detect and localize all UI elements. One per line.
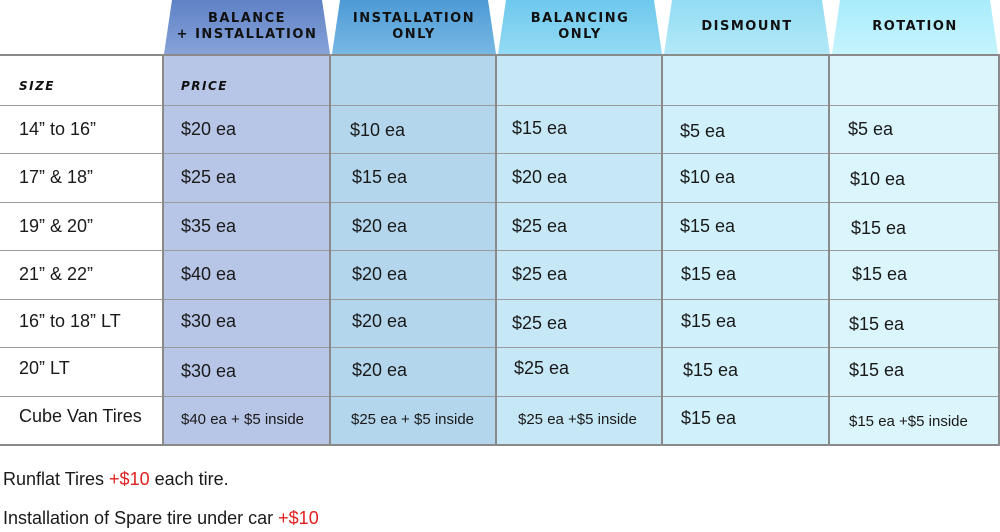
pricing-table: BALANCE + INSTALLATION INSTALLATION ONLY B…	[0, 0, 1000, 446]
price-cell: $25 ea +$5 inside	[518, 410, 637, 428]
column-divider	[329, 54, 331, 446]
row-divider	[0, 396, 1000, 397]
row-divider	[0, 250, 1000, 251]
size-cell: 20” LT	[19, 357, 70, 378]
price-cell: $15 ea +$5 inside	[849, 412, 968, 430]
size-cell: 14” to 16”	[19, 118, 97, 139]
price-cell: $25 ea	[512, 215, 568, 236]
column-divider	[661, 54, 663, 446]
column-divider	[998, 54, 1000, 446]
row-divider	[0, 153, 1000, 154]
price-cell: $5 ea	[848, 118, 894, 139]
price-cell: $25 ea	[514, 357, 570, 378]
column-divider	[495, 54, 497, 446]
spare-tire-note: Installation of Spare tire under car +$1…	[3, 508, 319, 529]
price-cell: $10 ea	[350, 119, 406, 140]
price-cell: $10 ea	[680, 166, 736, 187]
size-cell: 19” & 20”	[19, 215, 94, 236]
row-divider	[0, 202, 1000, 203]
size-cell: 16” to 18” LT	[19, 310, 121, 331]
price-cell: $15 ea	[851, 217, 907, 238]
price-cell: $15 ea	[352, 166, 408, 187]
row-divider	[0, 105, 1000, 106]
runflat-suffix: each tire.	[149, 469, 229, 489]
row-divider	[0, 54, 1000, 56]
price-cell: $25 ea + $5 inside	[351, 410, 475, 428]
size-cell: Cube Van Tires	[19, 405, 142, 426]
price-cell: $10 ea	[850, 168, 906, 189]
row-divider	[0, 299, 1000, 300]
header-dismount: DISMOUNT	[664, 0, 830, 54]
runflat-price: +$10	[109, 469, 150, 489]
price-cell: $40 ea	[181, 263, 237, 284]
price-cell: $35 ea	[181, 215, 237, 236]
header-installation-only: INSTALLATION ONLY	[332, 0, 496, 54]
spare-tire-text: Installation of Spare tire under car	[3, 508, 279, 528]
price-cell: $30 ea	[181, 310, 237, 331]
header-line-2: + INSTALLATION	[176, 27, 318, 42]
size-cell: 21” & 22”	[19, 263, 94, 284]
price-cell: $15 ea	[849, 359, 905, 380]
price-cell: $5 ea	[680, 120, 726, 141]
price-cell: $20 ea	[512, 166, 568, 187]
price-cell: $15 ea	[681, 310, 737, 331]
size-column-label: SIZE	[19, 79, 56, 93]
price-cell: $15 ea	[681, 263, 737, 284]
header-line-1: ROTATION	[872, 19, 958, 34]
price-cell: $20 ea	[181, 118, 237, 139]
price-cell: $20 ea	[352, 263, 408, 284]
header-line-2: ONLY	[392, 27, 436, 42]
price-cell: $15 ea	[683, 359, 739, 380]
header-line-1: DISMOUNT	[701, 19, 793, 34]
header-line-1: BALANCE	[207, 11, 287, 26]
row-divider	[0, 347, 1000, 348]
price-cell: $25 ea	[512, 312, 568, 333]
price-cell: $25 ea	[181, 166, 237, 187]
price-cell: $20 ea	[352, 359, 408, 380]
price-cell: $20 ea	[352, 215, 408, 236]
row-divider	[0, 444, 1000, 446]
price-cell: $30 ea	[181, 360, 237, 381]
header-balancing-only: BALANCING ONLY	[498, 0, 662, 54]
runflat-text: Runflat Tires	[3, 469, 110, 489]
header-line-1: INSTALLATION	[352, 11, 476, 26]
header-rotation: ROTATION	[832, 0, 998, 54]
spare-tire-price: +$10	[278, 508, 319, 528]
price-cell: $15 ea	[680, 215, 736, 236]
price-column-label: PRICE	[181, 79, 229, 93]
runflat-note: Runflat Tires +$10 each tire.	[3, 469, 229, 490]
header-line-2: ONLY	[558, 27, 602, 42]
price-cell: $15 ea	[681, 407, 737, 428]
price-cell: $15 ea	[849, 313, 905, 334]
price-cell: $15 ea	[852, 263, 908, 284]
header-balance-installation: BALANCE + INSTALLATION	[164, 0, 330, 54]
size-cell: 17” & 18”	[19, 166, 94, 187]
price-cell: $25 ea	[512, 263, 568, 284]
column-divider	[828, 54, 830, 446]
price-cell: $20 ea	[352, 310, 408, 331]
price-cell: $40 ea + $5 inside	[181, 410, 305, 428]
header-line-1: BALANCING	[530, 11, 630, 26]
column-divider	[162, 54, 164, 446]
price-cell: $15 ea	[512, 117, 568, 138]
